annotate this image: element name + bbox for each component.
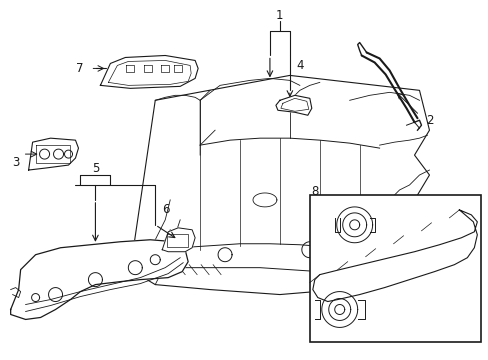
Text: 5: 5 bbox=[92, 162, 99, 175]
Text: 6: 6 bbox=[162, 203, 169, 216]
Text: 2: 2 bbox=[426, 114, 433, 127]
Polygon shape bbox=[29, 138, 78, 170]
Bar bbox=[309, 195, 480, 342]
Text: 3: 3 bbox=[12, 156, 20, 168]
Polygon shape bbox=[130, 75, 428, 294]
Polygon shape bbox=[100, 55, 198, 88]
Text: 4: 4 bbox=[296, 59, 304, 72]
Polygon shape bbox=[312, 210, 476, 302]
Text: 8: 8 bbox=[310, 185, 318, 198]
Polygon shape bbox=[11, 240, 188, 319]
Polygon shape bbox=[275, 95, 311, 115]
Text: 7: 7 bbox=[76, 62, 83, 75]
Text: 1: 1 bbox=[276, 9, 283, 22]
Polygon shape bbox=[162, 228, 195, 252]
